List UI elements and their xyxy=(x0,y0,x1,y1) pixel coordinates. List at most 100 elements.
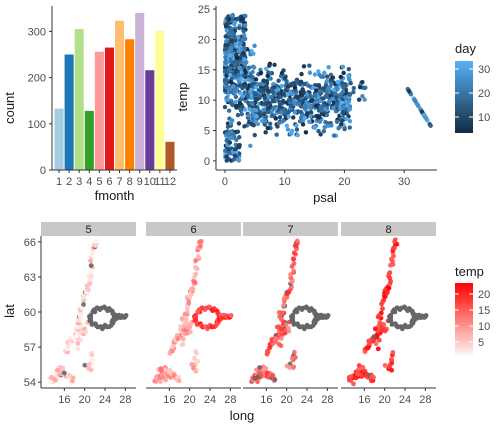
scatter-point xyxy=(246,77,250,81)
map-point xyxy=(391,350,396,355)
bar-x-tick-label: 6 xyxy=(106,176,112,188)
scatter-point xyxy=(309,94,313,98)
map-point xyxy=(180,316,185,321)
map-x-tick-label: 16 xyxy=(358,394,370,406)
bar xyxy=(55,109,64,170)
map-point xyxy=(77,314,82,319)
scatter-point xyxy=(248,144,252,148)
scatter-point xyxy=(325,113,329,117)
scatter-point xyxy=(267,64,271,68)
scatter-point xyxy=(241,38,245,42)
scatter-point xyxy=(322,125,326,129)
scatter-point xyxy=(229,129,233,133)
temp-legend-label: 5 xyxy=(478,337,484,349)
temp-legend-label: 20 xyxy=(478,289,490,301)
scatter-point xyxy=(241,94,245,98)
map-point xyxy=(287,365,292,370)
map-x-tick-label: 24 xyxy=(301,394,313,406)
scatter-point xyxy=(248,89,252,93)
scatter-point xyxy=(237,26,241,30)
map-point xyxy=(376,346,381,351)
bar-marks xyxy=(55,13,175,170)
map-point xyxy=(360,365,365,370)
scatter-point xyxy=(254,108,258,112)
scatter-point xyxy=(360,80,364,84)
map-point xyxy=(326,313,331,318)
bar-x-tick-label: 1 xyxy=(56,176,62,188)
map-point xyxy=(196,254,201,259)
scatter-point xyxy=(229,46,233,50)
map-point xyxy=(279,343,284,348)
scatter-point xyxy=(347,99,351,103)
map-point xyxy=(377,338,382,343)
scatter-point xyxy=(243,107,247,111)
scatter-point xyxy=(227,109,231,113)
facet-panel: 716 20 24 28 xyxy=(243,222,338,406)
scatter-point xyxy=(301,122,305,126)
scatter-point xyxy=(358,85,362,89)
scatter-point xyxy=(347,67,351,71)
scatter-point xyxy=(343,95,347,99)
scatter-point xyxy=(234,138,238,142)
facet-panel: 5 16 20 24 28 xyxy=(41,222,136,406)
map-point xyxy=(197,240,202,245)
scatter-point xyxy=(325,74,329,78)
map-point xyxy=(71,335,76,340)
scatter-points xyxy=(223,13,433,163)
scatter-point xyxy=(249,49,253,53)
scatter-point xyxy=(335,80,339,84)
map-point xyxy=(154,375,159,380)
scatter-point xyxy=(331,75,335,79)
scatter-point xyxy=(236,130,240,134)
bar-y-tick-label: 300 xyxy=(28,26,46,38)
map-y-tick-label: 54 xyxy=(24,377,36,389)
scatter-point xyxy=(252,113,256,117)
bar-x-tick-label: 4 xyxy=(86,176,92,188)
scatter-point xyxy=(223,60,227,64)
map-point xyxy=(178,324,183,329)
scatter-point xyxy=(240,112,244,116)
map-y-tick-label: 66 xyxy=(24,237,36,249)
scatter-x-axis-title: psal xyxy=(313,190,337,205)
scatter-point xyxy=(287,114,291,118)
scatter-point xyxy=(278,115,282,119)
map-point xyxy=(163,378,168,383)
scatter-point xyxy=(272,63,276,67)
scatter-point xyxy=(285,123,289,127)
map-point xyxy=(380,306,385,311)
map-point xyxy=(76,318,81,323)
map-point xyxy=(193,272,198,277)
facet-strip-label: 6 xyxy=(190,224,196,236)
temp-legend: temp 20 15 10 5 xyxy=(455,264,490,355)
scatter-point xyxy=(227,151,231,155)
map-point xyxy=(257,365,262,370)
scatter-point xyxy=(252,65,256,69)
scatter-point xyxy=(323,120,327,124)
map-y-axis-title: lat xyxy=(2,304,17,318)
bar-chart: 0100200300 1 2 3 4 5 6 7 8 9 101112 fmonth count xyxy=(2,6,177,203)
day-legend-label: 10 xyxy=(478,112,490,124)
bar xyxy=(165,142,174,170)
map-point xyxy=(295,238,300,243)
scatter-point xyxy=(236,35,240,39)
map-point xyxy=(124,313,129,318)
scatter-point xyxy=(254,97,258,101)
scatter-point xyxy=(284,79,288,83)
scatter-point xyxy=(312,94,316,98)
scatter-y-axis-title: temp xyxy=(175,83,190,112)
scatter-point xyxy=(269,95,273,99)
map-point xyxy=(284,322,289,327)
scatter-point xyxy=(323,107,327,111)
map-point xyxy=(424,313,429,318)
map-point xyxy=(355,372,360,377)
scatter-point xyxy=(266,126,270,130)
map-point xyxy=(389,357,394,362)
day-legend-colorbar xyxy=(455,61,473,133)
map-point xyxy=(182,312,187,317)
day-legend-label: 20 xyxy=(478,88,490,100)
scatter-y-ticks: 0510152025 xyxy=(198,4,216,168)
scatter-point xyxy=(281,92,285,96)
scatter-point xyxy=(224,154,228,158)
scatter-point xyxy=(233,153,237,157)
scatter-point xyxy=(295,133,299,137)
